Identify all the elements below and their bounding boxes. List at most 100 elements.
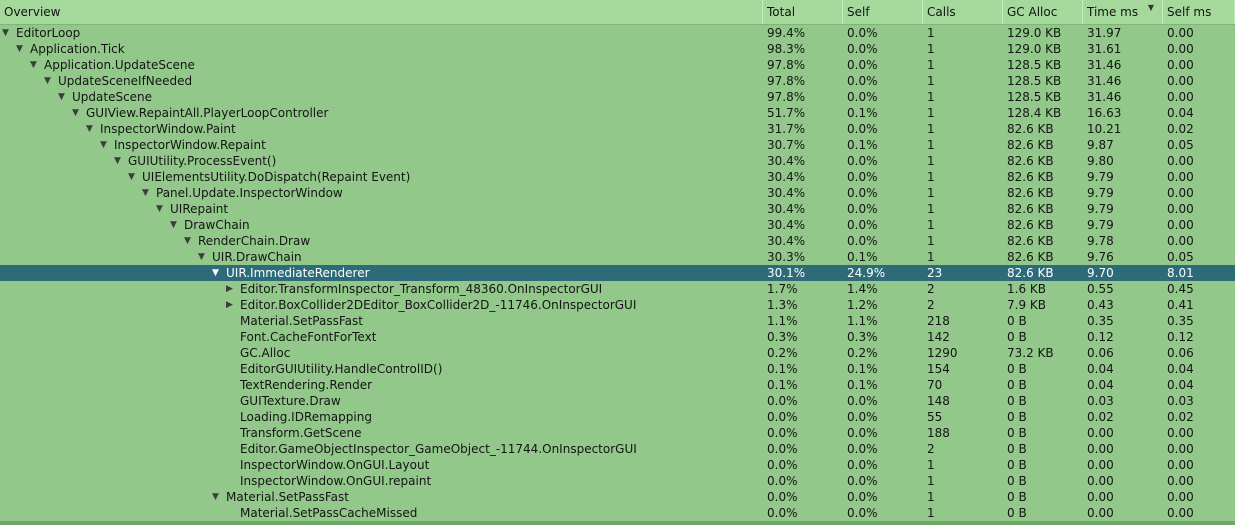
expanded-triangle-icon[interactable]: ▼ — [156, 204, 163, 214]
row-total-cell: 97.8% — [767, 58, 806, 72]
table-row[interactable]: ▼ UpdateSceneIfNeeded 97.8% 0.0% 1 128.5 KB 31… — [0, 73, 1235, 89]
row-name-label: RenderChain.Draw — [198, 234, 311, 248]
row-name-label: UIR.ImmediateRenderer — [226, 266, 370, 280]
table-row[interactable]: GC.Alloc 0.2% 0.2% 1290 73.2 KB 0.06 0.06 — [0, 345, 1235, 361]
expanded-triangle-icon[interactable]: ▼ — [184, 236, 191, 246]
row-gc-alloc-cell: 0 B — [1007, 474, 1027, 488]
row-time-ms-cell: 0.12 — [1087, 330, 1114, 344]
row-name-label: Transform.GetScene — [240, 426, 362, 440]
row-self-ms-cell: 0.00 — [1167, 202, 1194, 216]
table-row[interactable]: Transform.GetScene 0.0% 0.0% 188 0 B 0.00 0.00 — [0, 425, 1235, 441]
expanded-triangle-icon[interactable]: ▼ — [72, 108, 79, 118]
row-total-cell: 31.7% — [767, 122, 806, 136]
table-row[interactable]: Editor.GameObjectInspector_GameObject_-1… — [0, 441, 1235, 457]
table-row[interactable]: Font.CacheFontForText 0.3% 0.3% 142 0 B 0.12 0… — [0, 329, 1235, 345]
row-name-cell: Loading.IDRemapping — [0, 410, 763, 424]
table-row[interactable]: EditorGUIUtility.HandleControlID() 0.1% 0.… — [0, 361, 1235, 377]
row-name-cell: GC.Alloc — [0, 346, 763, 360]
row-gc-alloc-cell: 128.5 KB — [1007, 90, 1062, 104]
table-row[interactable]: ▼ EditorLoop 99.4% 0.0% 1 129.0 KB 31.97 0.00 — [0, 25, 1235, 41]
column-header-self-label: Self — [847, 5, 870, 19]
expanded-triangle-icon[interactable]: ▼ — [170, 220, 177, 230]
table-row[interactable]: GUITexture.Draw 0.0% 0.0% 148 0 B 0.03 0.03 — [0, 393, 1235, 409]
row-self-cell: 0.0% — [847, 42, 878, 56]
table-row[interactable]: Material.SetPassCacheMissed 0.0% 0.0% 1 0 B 0… — [0, 505, 1235, 521]
table-row[interactable]: ▼ UpdateScene 97.8% 0.0% 1 128.5 KB 31.46 0.00 — [0, 89, 1235, 105]
table-row-selected[interactable]: ▼ UIR.ImmediateRenderer 30.1% 24.9% 23 82.6 K… — [0, 265, 1235, 281]
row-time-ms-cell: 31.46 — [1087, 74, 1122, 88]
table-row[interactable]: ▼ Panel.Update.InspectorWindow 30.4% 0.0% 1 8… — [0, 185, 1235, 201]
expanded-triangle-icon[interactable]: ▼ — [58, 92, 65, 102]
table-row[interactable]: ▼ Application.UpdateScene 97.8% 0.0% 1 128.5 … — [0, 57, 1235, 73]
table-row[interactable]: InspectorWindow.OnGUI.repaint 0.0% 0.0% 1 0 … — [0, 473, 1235, 489]
collapsed-triangle-icon[interactable]: ▶ — [226, 284, 233, 294]
expanded-triangle-icon[interactable]: ▼ — [198, 252, 205, 262]
expanded-triangle-icon[interactable]: ▼ — [142, 188, 149, 198]
table-row[interactable]: ▼ UIElementsUtility.DoDispatch(Repaint Ev… — [0, 169, 1235, 185]
table-row[interactable]: Material.SetPassFast 1.1% 1.1% 218 0 B 0.35 0.… — [0, 313, 1235, 329]
expanded-triangle-icon[interactable]: ▼ — [212, 492, 219, 502]
row-time-ms-cell: 0.06 — [1087, 346, 1114, 360]
table-row[interactable]: ▼ UIR.DrawChain 30.3% 0.1% 1 82.6 KB 9.76 0.05 — [0, 249, 1235, 265]
row-self-cell: 0.0% — [847, 234, 878, 248]
row-name-cell: EditorGUIUtility.HandleControlID() — [0, 362, 763, 376]
expanded-triangle-icon[interactable]: ▼ — [44, 76, 51, 86]
column-header-total[interactable]: Total — [763, 0, 843, 24]
row-name-label: DrawChain — [184, 218, 250, 232]
row-name-cell: ▼ UIElementsUtility.DoDispatch(Repaint Ev… — [0, 169, 763, 185]
row-gc-alloc-cell: 128.5 KB — [1007, 74, 1062, 88]
expanded-triangle-icon[interactable]: ▼ — [16, 44, 23, 54]
table-row[interactable]: ▼ RenderChain.Draw 30.4% 0.0% 1 82.6 KB 9.78 0.… — [0, 233, 1235, 249]
expanded-triangle-icon[interactable]: ▼ — [212, 268, 219, 278]
column-header-time-ms[interactable]: Time ms ▼ — [1083, 0, 1163, 24]
row-name-label: Editor.TransformInspector_Transform_4836… — [240, 282, 603, 296]
row-self-cell: 0.1% — [847, 378, 878, 392]
column-header-gc-alloc[interactable]: GC Alloc — [1003, 0, 1083, 24]
row-total-cell: 0.3% — [767, 330, 798, 344]
row-calls-cell: 1 — [927, 154, 935, 168]
row-name-label: Application.UpdateScene — [44, 58, 195, 72]
row-name-cell: ▼ Application.Tick — [0, 41, 763, 57]
table-row[interactable]: ▼ InspectorWindow.Paint 31.7% 0.0% 1 82.6 KB 1… — [0, 121, 1235, 137]
table-row[interactable]: ▼ DrawChain 30.4% 0.0% 1 82.6 KB 9.79 0.00 — [0, 217, 1235, 233]
table-row[interactable]: ▼ InspectorWindow.Repaint 30.7% 0.1% 1 82.6 K… — [0, 137, 1235, 153]
table-row[interactable]: InspectorWindow.OnGUI.Layout 0.0% 0.0% 1 0 B… — [0, 457, 1235, 473]
row-time-ms-cell: 9.78 — [1087, 234, 1114, 248]
table-row[interactable]: ▼ UIRepaint 30.4% 0.0% 1 82.6 KB 9.79 0.00 — [0, 201, 1235, 217]
row-name-cell: ▼ InspectorWindow.Paint — [0, 121, 763, 137]
row-gc-alloc-cell: 0 B — [1007, 442, 1027, 456]
table-row[interactable]: ▼ GUIView.RepaintAll.PlayerLoopController… — [0, 105, 1235, 121]
row-time-ms-cell: 31.97 — [1087, 26, 1122, 40]
column-header-self-ms[interactable]: Self ms — [1163, 0, 1235, 24]
row-name-cell: ▶ Editor.TransformInspector_Transform_483… — [0, 281, 763, 297]
column-header-self[interactable]: Self — [843, 0, 923, 24]
expanded-triangle-icon[interactable]: ▼ — [30, 60, 37, 70]
row-self-ms-cell: 0.00 — [1167, 170, 1194, 184]
table-row[interactable]: ▼ Application.Tick 98.3% 0.0% 1 129.0 KB 31.61… — [0, 41, 1235, 57]
row-self-cell: 0.0% — [847, 74, 878, 88]
table-row[interactable]: ▶ Editor.BoxCollider2DEditor_BoxCollider2… — [0, 297, 1235, 313]
row-time-ms-cell: 9.79 — [1087, 218, 1114, 232]
expanded-triangle-icon[interactable]: ▼ — [2, 28, 9, 38]
row-self-ms-cell: 0.03 — [1167, 394, 1194, 408]
table-row[interactable]: TextRendering.Render 0.1% 0.1% 70 0 B 0.04 0.0… — [0, 377, 1235, 393]
expanded-triangle-icon[interactable]: ▼ — [128, 172, 135, 182]
table-row[interactable]: ▶ Editor.TransformInspector_Transform_483… — [0, 281, 1235, 297]
row-name-label: Loading.IDRemapping — [240, 410, 372, 424]
row-calls-cell: 1 — [927, 250, 935, 264]
row-self-cell: 0.1% — [847, 362, 878, 376]
expanded-triangle-icon[interactable]: ▼ — [86, 124, 93, 134]
row-name-cell: ▼ Material.SetPassFast — [0, 489, 763, 505]
row-gc-alloc-cell: 82.6 KB — [1007, 266, 1054, 280]
table-row[interactable]: Loading.IDRemapping 0.0% 0.0% 55 0 B 0.02 0.02 — [0, 409, 1235, 425]
collapsed-triangle-icon[interactable]: ▶ — [226, 300, 233, 310]
row-name-label: GC.Alloc — [240, 346, 291, 360]
row-time-ms-cell: 0.02 — [1087, 410, 1114, 424]
expanded-triangle-icon[interactable]: ▼ — [100, 140, 107, 150]
row-total-cell: 30.4% — [767, 154, 806, 168]
table-row[interactable]: ▼ GUIUtility.ProcessEvent() 30.4% 0.0% 1 82.6… — [0, 153, 1235, 169]
expanded-triangle-icon[interactable]: ▼ — [114, 156, 121, 166]
table-row[interactable]: ▼ Material.SetPassFast 0.0% 0.0% 1 0 B 0.00 0.0… — [0, 489, 1235, 505]
column-header-calls[interactable]: Calls — [923, 0, 1003, 24]
column-header-overview[interactable]: Overview — [0, 0, 763, 24]
